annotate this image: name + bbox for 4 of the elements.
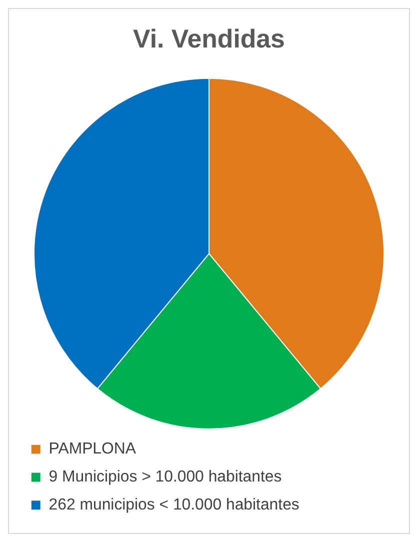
legend-label: 262 municipios < 10.000 habitantes [48,496,300,514]
legend-label: PAMPLONA [48,440,136,458]
chart-title: Vi. Vendidas [133,26,285,54]
legend-label: 9 Municipios > 10.000 habitantes [48,468,282,486]
